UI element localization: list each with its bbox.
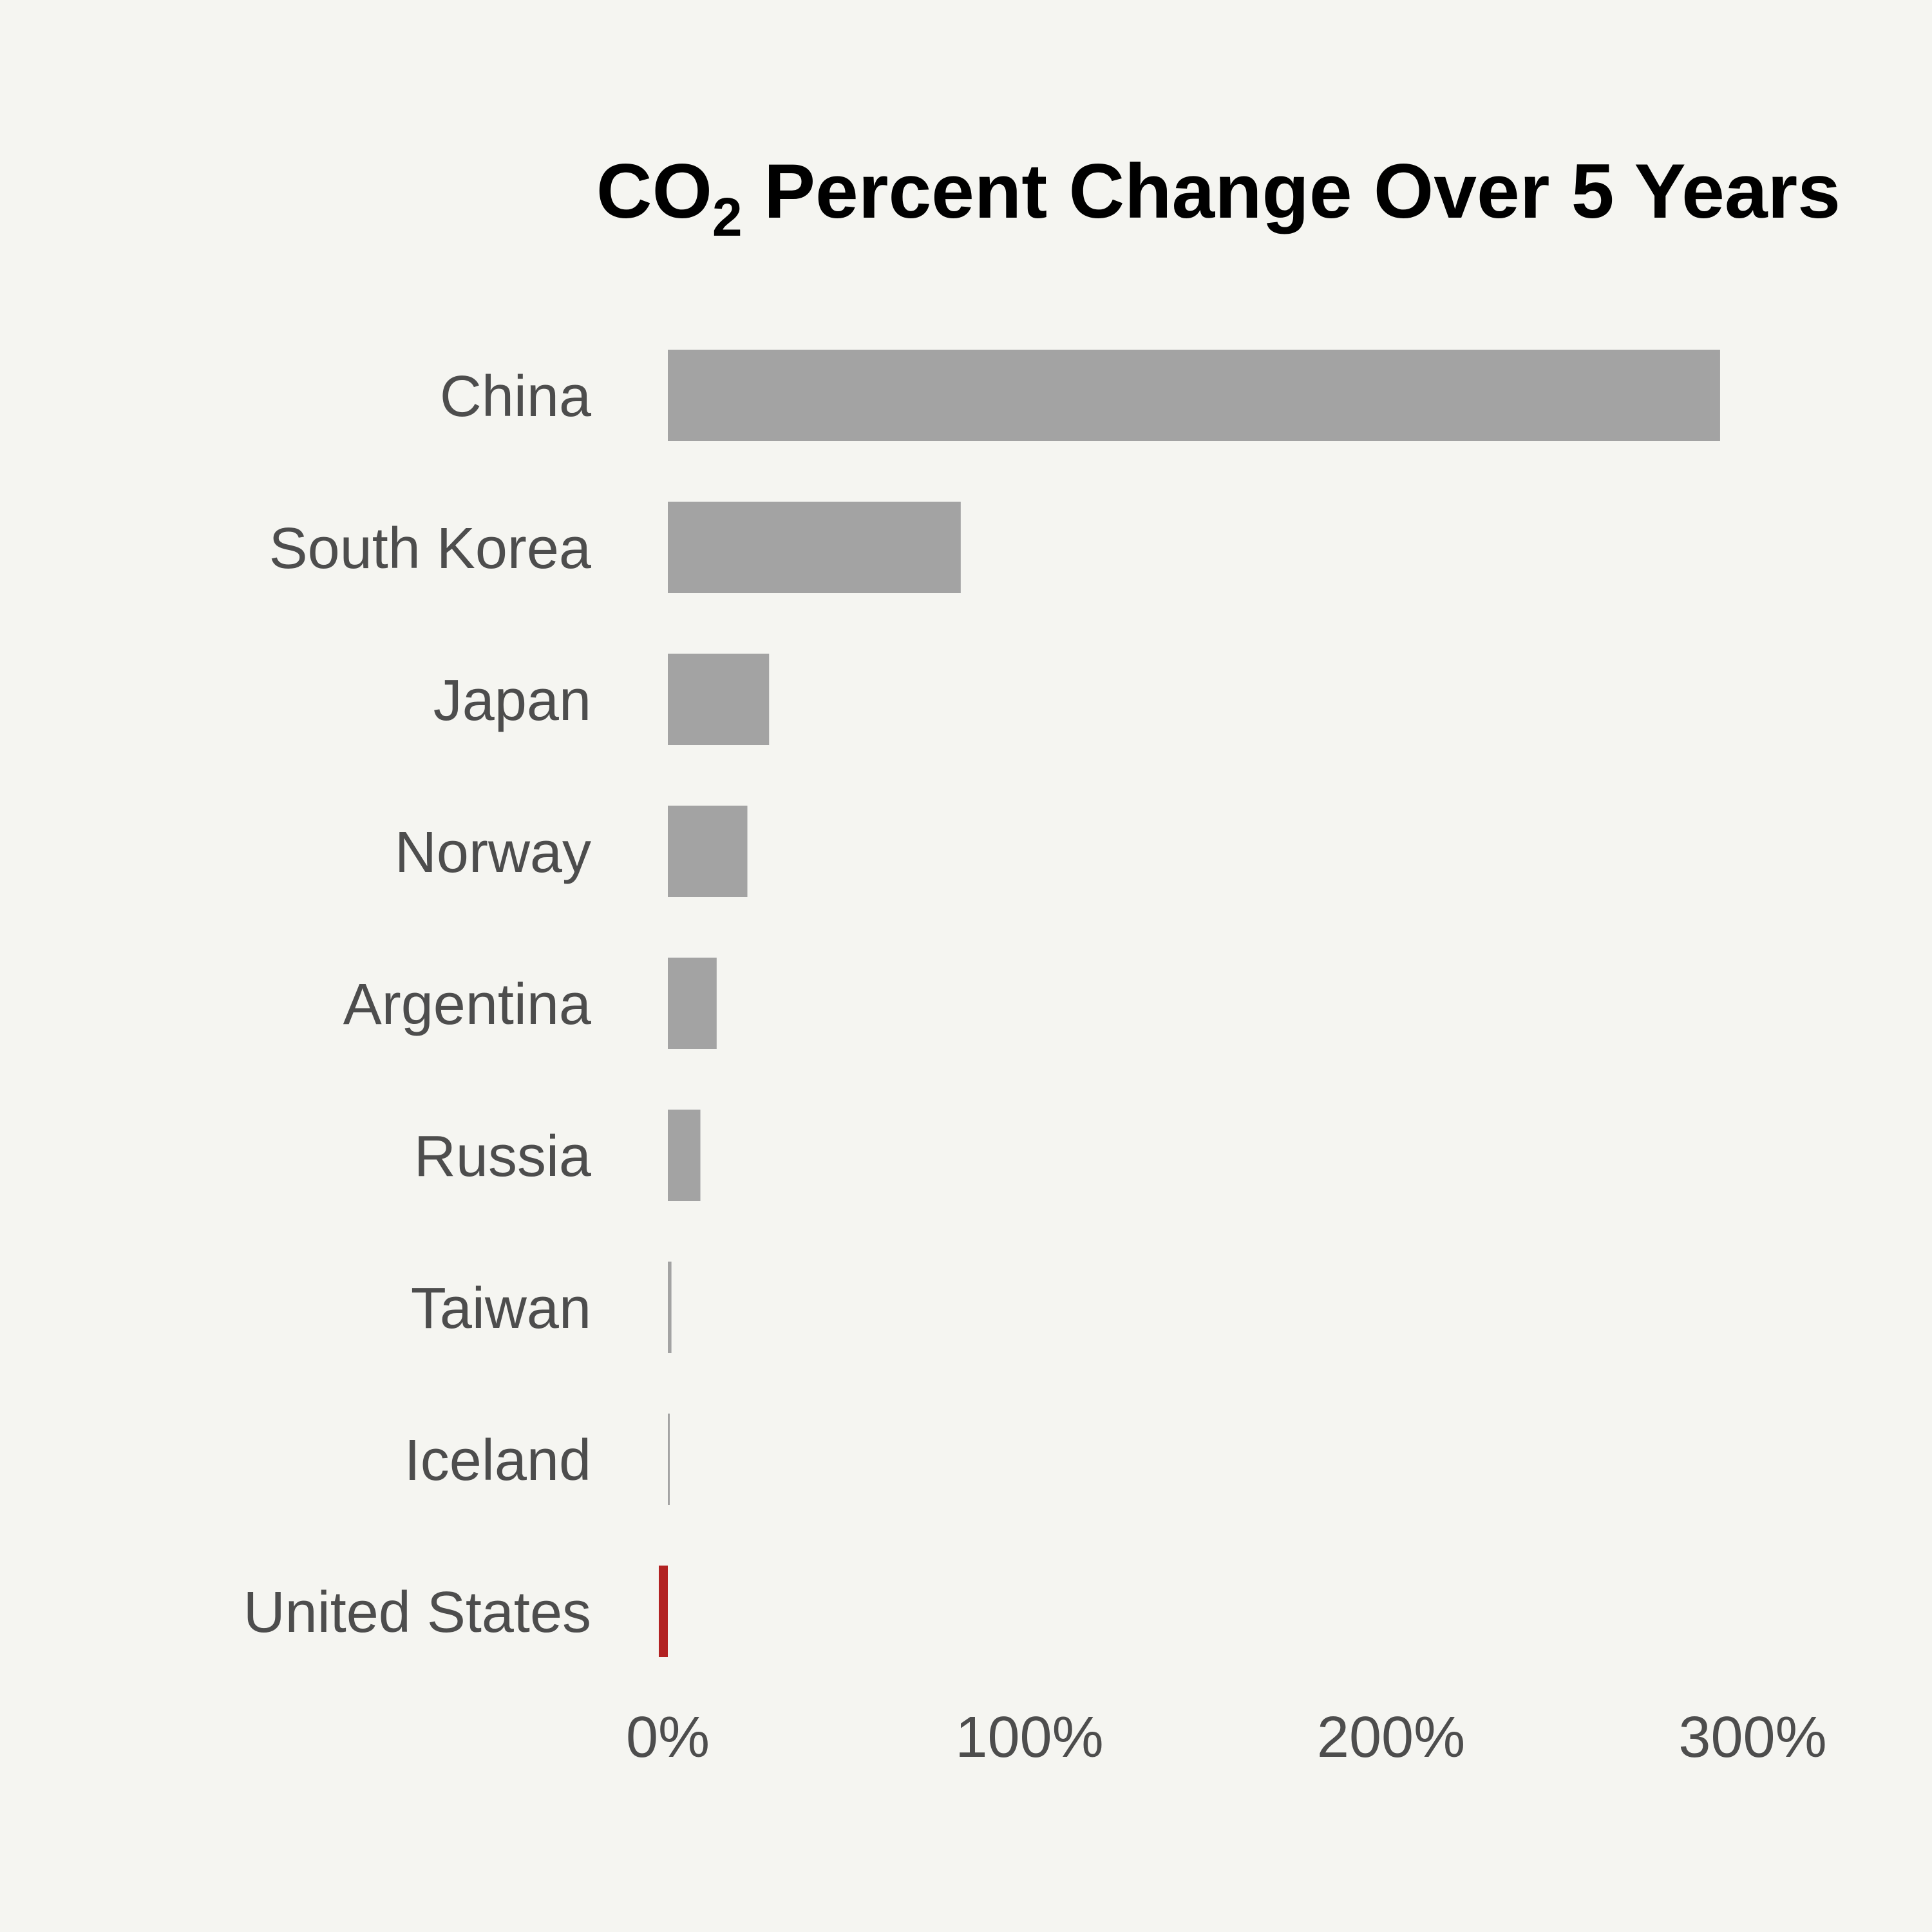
category-label-argentina: Argentina (343, 972, 592, 1037)
bar-japan (668, 654, 770, 745)
category-label-japan: Japan (433, 668, 591, 733)
category-label-china: China (440, 365, 592, 429)
bar-russia (668, 1110, 701, 1201)
chart-title-subscript: 2 (712, 187, 743, 247)
bars-layer (658, 350, 1720, 1657)
chart-title-suffix: Percent Change Over 5 Years (743, 148, 1841, 234)
category-label-united-states: United States (243, 1580, 591, 1645)
bar-china (668, 350, 1720, 441)
category-label-taiwan: Taiwan (411, 1276, 591, 1341)
bar-south-korea (668, 502, 961, 593)
x-tick-label-100: 100% (955, 1705, 1103, 1770)
x-axis-tick-labels: 0% 100% 200% 300% (626, 1705, 1827, 1770)
chart-title-prefix: CO (596, 148, 712, 234)
bar-united-states (658, 1566, 668, 1657)
x-tick-label-300: 300% (1678, 1705, 1826, 1770)
bar-taiwan (668, 1262, 672, 1353)
chart-title: CO2 Percent Change Over 5 Years (596, 148, 1841, 247)
category-label-iceland: Iceland (404, 1428, 591, 1493)
category-label-norway: Norway (395, 820, 591, 885)
bar-norway (668, 806, 748, 897)
bar-argentina (668, 958, 717, 1049)
category-label-russia: Russia (414, 1124, 592, 1189)
category-labels: China South Korea Japan Norway Argentina Russ… (243, 365, 592, 1645)
category-label-south-korea: South Korea (269, 516, 592, 581)
x-tick-label-0: 0% (626, 1705, 710, 1770)
bar-iceland (668, 1414, 670, 1505)
x-tick-label-200: 200% (1317, 1705, 1465, 1770)
